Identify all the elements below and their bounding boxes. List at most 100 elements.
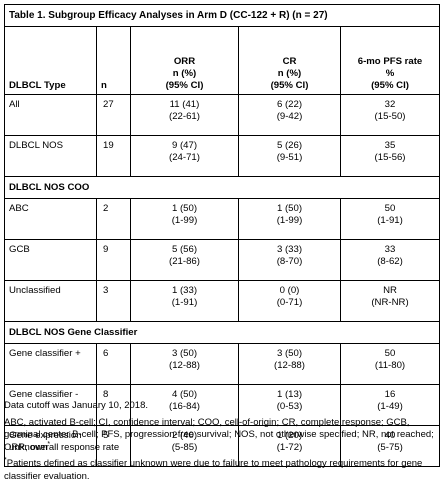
orr-value: 3 (50)	[171, 348, 198, 359]
cr-ci: (9-51)	[276, 152, 303, 163]
table-row: DLBCL NOS 19 9 (47) (24-71) 5 (26) (9-51) …	[4, 135, 441, 177]
header-orr-line3: (95% CI)	[165, 80, 204, 91]
pfs-value: 16	[384, 389, 396, 400]
row-type: Gene classifier +	[4, 343, 97, 385]
pfs-value: 50	[384, 203, 396, 214]
row-pfs: NR (NR-NR)	[339, 280, 441, 322]
row-cr: 1 (50) (1-99)	[238, 198, 341, 240]
row-type: All	[4, 94, 97, 136]
table-row: Unclassified 3 1 (33) (1-91) 0 (0) (0-71) …	[4, 280, 441, 322]
section-title-coo: DLBCL NOS COO	[3, 176, 441, 199]
cr-value: 3 (50)	[276, 348, 303, 359]
pfs-value: 32	[384, 99, 396, 110]
row-type-line1: Gene expression	[9, 430, 82, 441]
row-orr: 9 (47) (24-71)	[130, 135, 239, 177]
orr-ci: (1-99)	[171, 215, 198, 226]
header-pfs-line3: (95% CI)	[371, 80, 409, 91]
row-cr: 1 (13) (0-53)	[238, 384, 341, 426]
orr-value: 2 (40)	[171, 430, 198, 441]
table-row: GCB 9 5 (56) (21-86) 3 (33) (8-70) 33 (8-62…	[4, 239, 441, 281]
pfs-value: 33	[384, 244, 396, 255]
row-orr: 1 (50) (1-99)	[130, 198, 239, 240]
header-cr: CR n (%) (95% CI)	[238, 26, 341, 95]
cr-value: 1 (20)	[276, 430, 303, 441]
row-orr: 2 (40) (5-85)	[130, 425, 239, 467]
header-orr-line2: n (%)	[172, 68, 197, 79]
orr-ci: (22-61)	[169, 111, 200, 122]
footnote-mark: *	[4, 456, 7, 464]
pfs-ci: (15-56)	[374, 152, 406, 163]
orr-value: 11 (41)	[169, 99, 200, 110]
header-pfs: 6-mo PFS rate % (95% CI)	[339, 26, 441, 95]
table-row: All 27 11 (41) (22-61) 6 (22) (9-42) 32 (15…	[4, 94, 441, 136]
orr-ci: (16-84)	[169, 401, 200, 412]
pfs-value: 35	[384, 140, 396, 151]
row-pfs: 50 (1-91)	[339, 198, 441, 240]
table-row: ABC 2 1 (50) (1-99) 1 (50) (1-99) 50 (1-91)	[4, 198, 441, 240]
pfs-ci: (5-75)	[377, 442, 403, 453]
orr-value: 1 (33)	[171, 285, 198, 296]
footnote-marker: *	[47, 440, 51, 448]
row-orr: 11 (41) (22-61)	[130, 94, 239, 136]
cr-ci: (12-88)	[274, 360, 305, 371]
pfs-ci: (11-80)	[374, 360, 406, 371]
cr-value: 1 (50)	[276, 203, 303, 214]
row-n: 27	[96, 94, 131, 136]
row-pfs: 33 (8-62)	[339, 239, 441, 281]
row-type: Unclassified	[4, 280, 97, 322]
cr-value: 3 (33)	[276, 244, 303, 255]
table-row: Gene classifier - 8 4 (50) (16-84) 1 (13)…	[4, 384, 441, 426]
cr-value: 1 (13)	[276, 389, 303, 400]
header-pfs-line2: %	[385, 68, 395, 79]
pfs-ci: (1-49)	[377, 401, 403, 412]
pfs-ci: (1-91)	[377, 215, 403, 226]
row-n: 9	[96, 239, 131, 281]
section-title-gene: DLBCL NOS Gene Classifier	[3, 321, 441, 344]
header-n: n	[96, 26, 131, 95]
cr-value: 6 (22)	[276, 99, 303, 110]
header-pfs-line1: 6-mo PFS rate	[357, 56, 423, 67]
orr-value: 5 (56)	[171, 244, 198, 255]
cr-ci: (0-53)	[276, 401, 303, 412]
orr-ci: (1-91)	[171, 297, 198, 308]
footnote: *Patients defined as classifier unknown …	[4, 456, 440, 483]
row-type: Gene classifier -	[4, 384, 97, 426]
cr-ci: (1-72)	[276, 442, 303, 453]
row-cr: 3 (33) (8-70)	[238, 239, 341, 281]
section-row-gene: DLBCL NOS Gene Classifier	[3, 321, 441, 344]
row-pfs: 50 (11-80)	[339, 343, 441, 385]
header-dlbcl-type: DLBCL Type	[4, 26, 97, 95]
row-orr: 5 (56) (21-86)	[130, 239, 239, 281]
table-row: Gene classifier + 6 3 (50) (12-88) 3 (50)…	[4, 343, 441, 385]
pfs-ci: (15-50)	[374, 111, 406, 122]
pfs-ci: (8-62)	[377, 256, 403, 267]
header-orr-line1: ORR	[173, 56, 196, 67]
abbreviations-note: ABC, activated B-cell; CI, confidence in…	[4, 416, 434, 453]
orr-value: 1 (50)	[171, 203, 198, 214]
header-cr-line3: (95% CI)	[270, 80, 309, 91]
row-cr: 5 (26) (9-51)	[238, 135, 341, 177]
row-pfs: 35 (15-56)	[339, 135, 441, 177]
row-cr: 6 (22) (9-42)	[238, 94, 341, 136]
cr-ci: (0-71)	[276, 297, 303, 308]
table-row: Gene expression unknown* 5 2 (40) (5-85) 1…	[4, 425, 441, 467]
section-row-coo: DLBCL NOS COO	[3, 176, 441, 199]
pfs-value: 50	[384, 348, 396, 359]
row-orr: 3 (50) (12-88)	[130, 343, 239, 385]
efficacy-table: Table 1. Subgroup Efficacy Analyses in A…	[3, 4, 441, 467]
row-n: 2	[96, 198, 131, 240]
row-orr: 1 (33) (1-91)	[130, 280, 239, 322]
orr-value: 4 (50)	[171, 389, 198, 400]
row-cr: 3 (50) (12-88)	[238, 343, 341, 385]
header-cr-line1: CR	[282, 56, 297, 67]
row-type: Gene expression unknown*	[4, 425, 97, 467]
row-type: GCB	[4, 239, 97, 281]
orr-ci: (21-86)	[169, 256, 200, 267]
cr-value: 5 (26)	[276, 140, 303, 151]
pfs-value: 40	[384, 430, 396, 441]
cr-ci: (1-99)	[276, 215, 303, 226]
table-header-row: DLBCL Type n ORR n (%) (95% CI) CR n (%)…	[4, 26, 441, 95]
row-cr: 0 (0) (0-71)	[238, 280, 341, 322]
footnote-text: Patients defined as classifier unknown w…	[4, 458, 423, 482]
pfs-value: NR	[383, 285, 397, 296]
